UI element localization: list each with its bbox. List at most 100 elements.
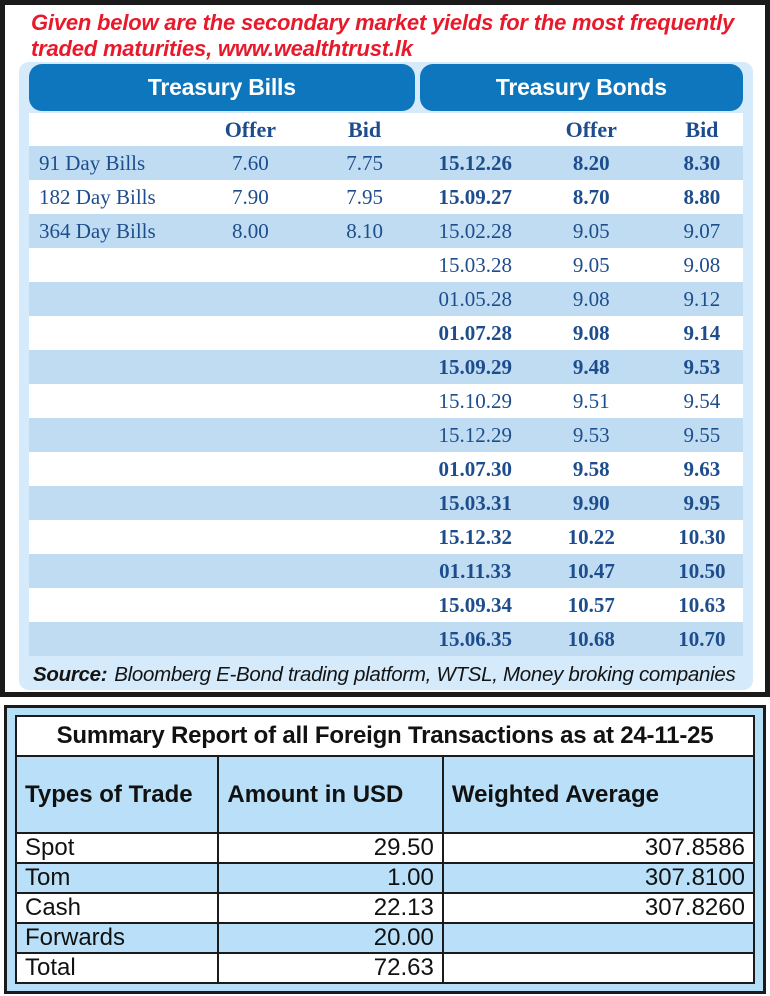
bills-offer-header: Offer — [224, 116, 276, 142]
bill-offer: 7.60 — [231, 150, 269, 175]
bond-bid: 10.63 — [678, 592, 726, 617]
bond-maturity: 15.09.34 — [438, 592, 512, 617]
trade-amount: 1.00 — [219, 864, 444, 892]
bond-offer: 9.51 — [572, 388, 610, 413]
bond-offer: 9.90 — [572, 490, 610, 515]
summary-row: Spot 29.50 307.8586 — [17, 834, 753, 864]
yield-row: 15.09.29 9.48 9.53 — [29, 350, 743, 384]
source-text: Bloomberg E-Bond trading platform, WTSL,… — [114, 663, 736, 686]
types-of-trade-header: Types of Trade — [17, 757, 220, 832]
bond-offer: 9.08 — [572, 320, 610, 345]
bond-maturity: 15.06.35 — [438, 626, 512, 651]
bond-maturity: 15.12.26 — [438, 150, 512, 175]
summary-rows: Spot 29.50 307.8586 Tom 1.00 307.8100 Cash 22.1… — [17, 834, 753, 982]
summary-table: Summary Report of all Foreign Transactio… — [15, 715, 755, 984]
yield-row: 15.12.29 9.53 9.55 — [29, 418, 743, 452]
trade-type: Spot — [17, 834, 220, 862]
bond-offer: 10.47 — [567, 558, 615, 583]
bonds-bid-header: Bid — [685, 116, 719, 142]
intro-note: Given below are the secondary market yie… — [31, 10, 765, 62]
yield-row: 182 Day Bills 7.90 7.95 15.09.27 8.70 8.80 — [29, 180, 743, 214]
bond-bid: 9.08 — [683, 252, 721, 277]
bond-bid: 8.30 — [683, 150, 721, 175]
trade-type: Tom — [17, 864, 220, 892]
bond-maturity: 15.12.32 — [438, 524, 512, 549]
bond-bid: 10.30 — [678, 524, 726, 549]
trade-weighted-average: 307.8260 — [644, 894, 745, 921]
bond-bid: 9.07 — [683, 218, 721, 243]
yields-table: Offer Bid Offer Bid 91 Day Bills 7.60 7.75… — [29, 113, 743, 656]
bond-offer: 10.22 — [567, 524, 615, 549]
intro-line-2: traded maturities, www.wealthtrust.lk — [31, 36, 413, 61]
section-headers: Treasury Bills Treasury Bonds — [29, 64, 743, 111]
source-label: Source: — [33, 663, 108, 686]
bill-bid: 7.95 — [346, 184, 383, 209]
summary-row: Cash 22.13 307.8260 — [17, 894, 753, 924]
bond-offer: 8.20 — [572, 150, 610, 175]
trade-amount: 72.63 — [219, 954, 444, 982]
summary-row: Total 72.63 — [17, 954, 753, 982]
yield-row: 364 Day Bills 8.00 8.10 15.02.28 9.05 9.07 — [29, 214, 743, 248]
bill-offer: 8.00 — [231, 218, 269, 243]
bond-maturity: 01.05.28 — [438, 286, 512, 311]
yield-row: 15.03.31 9.90 9.95 — [29, 486, 743, 520]
yields-column-header-row: Offer Bid Offer Bid — [29, 113, 743, 146]
yield-row: 01.11.33 10.47 10.50 — [29, 554, 743, 588]
bill-offer: 7.90 — [231, 184, 269, 209]
trade-type: Cash — [17, 894, 220, 922]
trade-weighted-average: 307.8586 — [644, 834, 745, 861]
bills-bid-header: Bid — [348, 116, 382, 142]
bill-bid: 7.75 — [346, 150, 383, 175]
trade-weighted-average — [444, 924, 753, 952]
trade-type: Forwards — [17, 924, 220, 952]
bond-offer: 8.70 — [572, 184, 610, 209]
bond-maturity: 15.03.28 — [438, 252, 512, 277]
bond-maturity: 15.10.29 — [438, 388, 512, 413]
yield-row: 15.03.28 9.05 9.08 — [29, 248, 743, 282]
bond-bid: 9.12 — [683, 286, 721, 311]
bond-maturity: 01.11.33 — [439, 558, 512, 583]
yield-row: 15.10.29 9.51 9.54 — [29, 384, 743, 418]
bond-bid: 10.70 — [678, 626, 726, 651]
bill-maturity: 364 Day Bills — [39, 218, 156, 243]
yield-row: 15.12.32 10.22 10.30 — [29, 520, 743, 554]
bond-offer: 9.08 — [572, 286, 610, 311]
trade-weighted-average — [444, 954, 753, 982]
bond-maturity: 15.12.29 — [438, 422, 512, 447]
trade-amount: 29.50 — [219, 834, 444, 862]
summary-title: Summary Report of all Foreign Transactio… — [17, 717, 753, 757]
bond-bid: 9.14 — [683, 320, 721, 345]
treasury-bills-header: Treasury Bills — [29, 64, 415, 111]
bond-offer: 9.05 — [572, 252, 610, 277]
bond-bid: 9.54 — [683, 388, 721, 413]
bond-offer: 9.58 — [572, 456, 610, 481]
yield-row: 15.09.34 10.57 10.63 — [29, 588, 743, 622]
bond-offer: 9.53 — [572, 422, 610, 447]
yield-row: 01.07.30 9.58 9.63 — [29, 452, 743, 486]
bill-maturity: 182 Day Bills — [39, 184, 156, 209]
bond-maturity: 15.03.31 — [438, 490, 512, 515]
bond-offer: 9.05 — [572, 218, 610, 243]
bond-bid: 9.53 — [683, 354, 721, 379]
trade-weighted-average: 307.8100 — [644, 864, 745, 891]
bill-bid: 8.10 — [346, 218, 383, 243]
bond-bid: 9.63 — [683, 456, 721, 481]
bond-maturity: 01.07.30 — [438, 456, 512, 481]
yield-row: 01.07.28 9.08 9.14 — [29, 316, 743, 350]
yields-table-card: Treasury Bills Treasury Bonds Offer Bid … — [19, 62, 753, 690]
yield-row: 91 Day Bills 7.60 7.75 15.12.26 8.20 8.30 — [29, 146, 743, 180]
bond-offer: 10.68 — [567, 626, 615, 651]
treasury-yields-panel: Given below are the secondary market yie… — [0, 0, 770, 697]
bonds-offer-header: Offer — [565, 116, 617, 142]
bill-maturity: 91 Day Bills — [39, 150, 146, 175]
bond-bid: 9.55 — [683, 422, 721, 447]
bond-maturity: 15.09.29 — [438, 354, 512, 379]
bond-offer: 10.57 — [567, 592, 615, 617]
treasury-bonds-header: Treasury Bonds — [419, 64, 743, 111]
yields-rows: 91 Day Bills 7.60 7.75 15.12.26 8.20 8.30 182 … — [29, 146, 743, 656]
bond-maturity: 15.02.28 — [438, 218, 512, 243]
trade-type: Total — [17, 954, 220, 982]
bond-bid: 8.80 — [683, 184, 721, 209]
summary-header-row: Types of Trade Amount in USD Weighted Av… — [17, 757, 753, 834]
yield-row: 01.05.28 9.08 9.12 — [29, 282, 743, 316]
